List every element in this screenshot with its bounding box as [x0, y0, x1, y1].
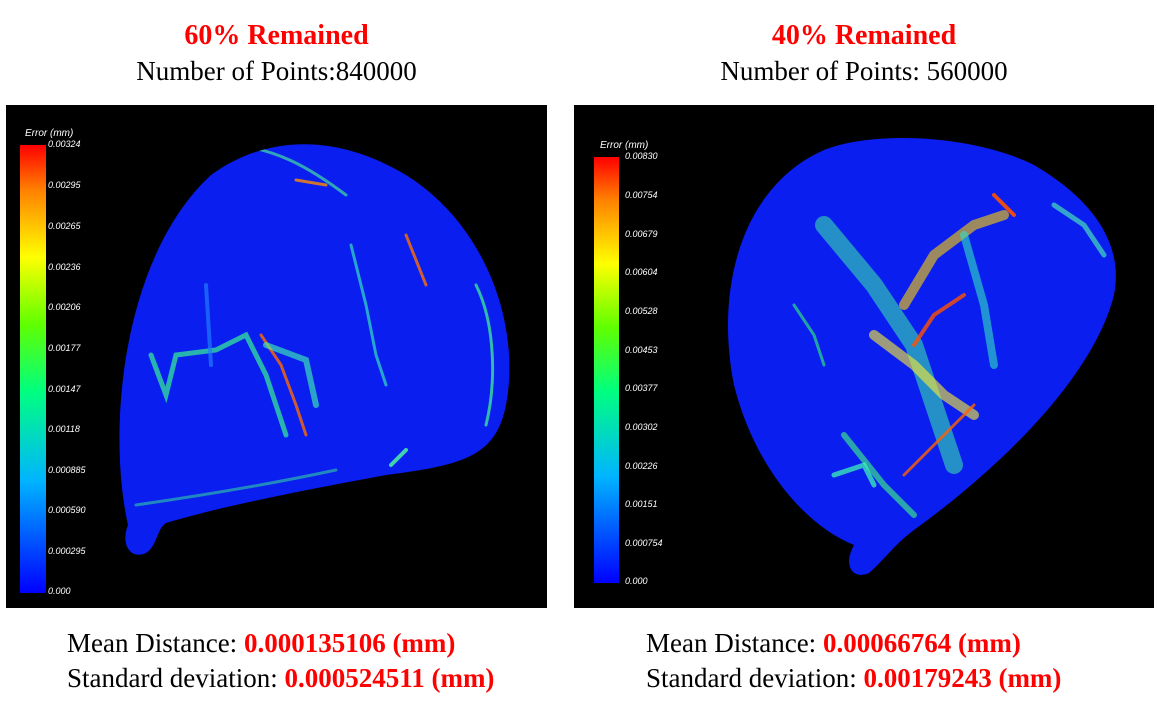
standard-deviation: Standard deviation: 0.00179243 (mm): [646, 661, 1061, 696]
panel-title: 60% Remained: [184, 20, 369, 51]
points-value: 840000: [335, 56, 417, 86]
colorbar-tick: 0.000295: [48, 546, 86, 556]
colorbar-title: Error (mm): [600, 140, 649, 151]
error-surface-render: [594, 138, 1116, 583]
colorbar-tick: 0.00206: [48, 302, 81, 312]
points-value: 560000: [926, 56, 1008, 86]
colorbar-tick: 0.00226: [625, 461, 658, 471]
colorbar-tick: 0.00604: [625, 267, 658, 277]
colorbar-tick: 0.00302: [625, 422, 658, 432]
colorbar-tick: 0.000590: [48, 505, 86, 515]
colorbar-tick: 0.000: [48, 586, 71, 596]
colorbar-tick: 0.000885: [48, 465, 86, 475]
points-label: Number of Points:: [136, 56, 336, 86]
colorbar-tick: 0.00118: [48, 424, 80, 434]
colorbar: [594, 157, 619, 583]
colorbar-tick: 0.00830: [625, 151, 658, 161]
colorbar-tick: 0.00236: [48, 262, 81, 272]
points-count: Number of Points:840000: [6, 55, 547, 88]
std-value: 0.000524511 (mm): [284, 663, 495, 693]
colorbar-tick: 0.00453: [625, 345, 658, 355]
std-label: Standard deviation:: [646, 663, 864, 693]
stats-block: Mean Distance: 0.000135106 (mm) Standard…: [67, 626, 494, 696]
mean-distance: Mean Distance: 0.000135106 (mm): [67, 626, 494, 661]
std-value: 0.00179243 (mm): [863, 663, 1062, 693]
mean-label: Mean Distance:: [67, 628, 244, 658]
colorbar-tick: 0.00377: [625, 383, 658, 393]
mean-value: 0.000135106 (mm): [243, 628, 456, 658]
error-heatmap-view: Error (mm) 0.00830 0.00754 0.00679 0.006…: [574, 105, 1154, 608]
points-label: Number of Points:: [720, 56, 927, 86]
colorbar-title: Error (mm): [25, 128, 74, 139]
colorbar-tick: 0.00151: [625, 499, 658, 509]
colorbar-tick: 0.00324: [48, 139, 81, 149]
mean-distance: Mean Distance: 0.00066764 (mm): [646, 626, 1061, 661]
colorbar: [20, 145, 46, 593]
std-label: Standard deviation:: [67, 663, 285, 693]
colorbar-tick: 0.00147: [48, 384, 81, 394]
mean-label: Mean Distance:: [646, 628, 823, 658]
colorbar-tick: 0.00754: [625, 190, 658, 200]
stats-block: Mean Distance: 0.00066764 (mm) Standard …: [646, 626, 1061, 696]
colorbar-tick: 0.00265: [48, 221, 81, 231]
colorbar-tick: 0.000: [625, 576, 648, 586]
mean-value: 0.00066764 (mm): [822, 628, 1021, 658]
panel-title: 40% Remained: [771, 20, 957, 51]
colorbar-tick: 0.000754: [625, 538, 663, 548]
points-count: Number of Points: 560000: [574, 55, 1154, 88]
error-surface-render: [20, 144, 510, 593]
colorbar-tick: 0.00295: [48, 180, 81, 190]
error-heatmap-view: Error (mm) 0.00324 0.00295 0.00265 0.002…: [6, 105, 547, 608]
standard-deviation: Standard deviation: 0.000524511 (mm): [67, 661, 494, 696]
colorbar-tick: 0.00679: [625, 229, 658, 239]
colorbar-tick: 0.00177: [48, 343, 81, 353]
colorbar-tick: 0.00528: [625, 306, 658, 316]
